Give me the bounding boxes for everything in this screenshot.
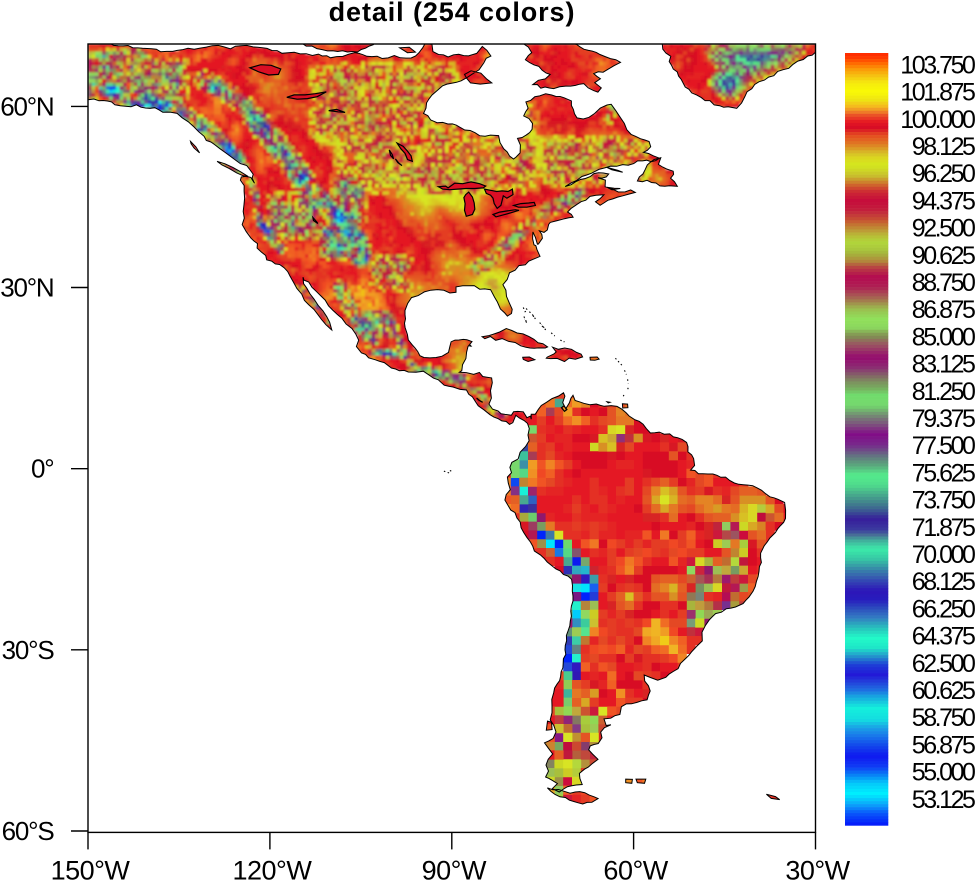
- svg-text:66.250: 66.250: [912, 595, 975, 623]
- svg-text:103.750: 103.750: [900, 51, 975, 79]
- svg-text:60°S: 60°S: [2, 816, 55, 846]
- svg-text:30°W: 30°W: [785, 855, 850, 885]
- svg-text:64.375: 64.375: [912, 623, 975, 651]
- svg-text:60°N: 60°N: [0, 91, 53, 121]
- svg-text:77.500: 77.500: [912, 432, 975, 460]
- svg-text:0°: 0°: [31, 454, 53, 484]
- svg-text:58.750: 58.750: [912, 704, 975, 732]
- svg-text:62.500: 62.500: [912, 650, 975, 678]
- svg-text:73.750: 73.750: [912, 487, 975, 515]
- svg-text:86.875: 86.875: [912, 296, 975, 324]
- svg-text:96.250: 96.250: [912, 160, 975, 188]
- svg-text:92.500: 92.500: [912, 215, 975, 243]
- svg-text:81.250: 81.250: [912, 378, 975, 406]
- svg-text:30°N: 30°N: [0, 273, 53, 303]
- svg-text:75.625: 75.625: [912, 459, 975, 487]
- svg-text:60°W: 60°W: [603, 855, 668, 885]
- svg-text:90°W: 90°W: [422, 855, 487, 885]
- svg-text:30°S: 30°S: [2, 635, 55, 665]
- svg-text:56.875: 56.875: [912, 731, 975, 759]
- svg-text:79.375: 79.375: [912, 405, 975, 433]
- svg-text:120°W: 120°W: [232, 855, 312, 885]
- svg-text:55.000: 55.000: [912, 759, 975, 787]
- svg-text:53.125: 53.125: [912, 786, 975, 814]
- svg-text:88.750: 88.750: [912, 269, 975, 297]
- svg-text:detail (254 colors): detail (254 colors): [329, 0, 576, 27]
- svg-text:60.625: 60.625: [912, 677, 975, 705]
- svg-text:70.000: 70.000: [912, 541, 975, 569]
- svg-text:94.375: 94.375: [912, 187, 975, 215]
- svg-text:71.875: 71.875: [912, 514, 975, 542]
- svg-text:101.875: 101.875: [900, 79, 975, 107]
- svg-text:98.125: 98.125: [912, 133, 975, 161]
- svg-text:83.125: 83.125: [912, 351, 975, 379]
- svg-text:90.625: 90.625: [912, 242, 975, 270]
- svg-text:150°W: 150°W: [51, 855, 131, 885]
- svg-text:85.000: 85.000: [912, 323, 975, 351]
- svg-text:68.125: 68.125: [912, 568, 975, 596]
- svg-text:100.000: 100.000: [900, 106, 975, 134]
